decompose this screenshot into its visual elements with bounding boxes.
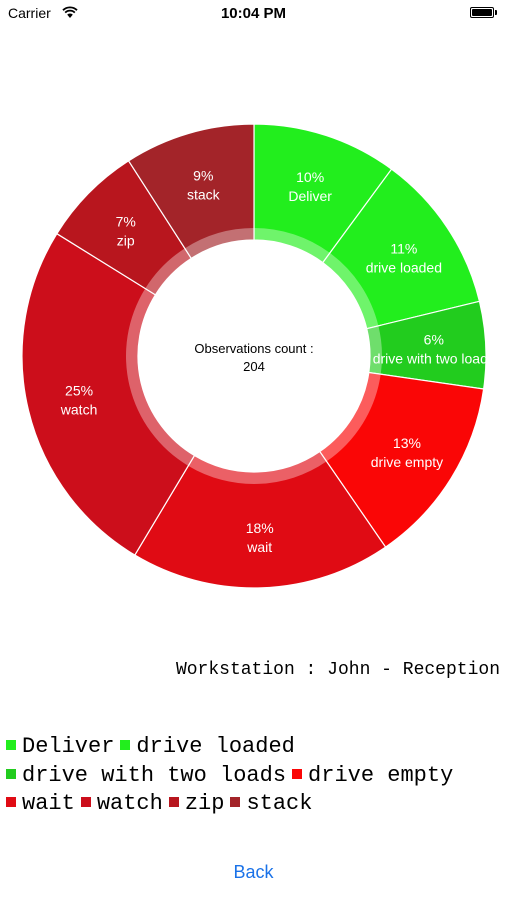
legend-item: drive loaded — [120, 733, 295, 762]
slice-label-drive-empty: drive empty — [371, 454, 443, 470]
chart-legend: Deliver drive loaded drive with two loads d… — [6, 733, 486, 819]
legend-swatch — [168, 797, 179, 807]
legend-item: Deliver — [6, 733, 114, 762]
slice-label-drive-with-two-loads: drive with two loads — [373, 350, 495, 366]
slice-percent-drive-loaded: 11% — [390, 240, 417, 256]
battery-icon — [470, 7, 494, 18]
workstation-label: Workstation : John - Reception — [175, 660, 500, 680]
slice-percent-Deliver: 10% — [296, 169, 324, 185]
slice-label-Deliver: Deliver — [288, 188, 332, 204]
legend-item: stack — [230, 790, 312, 819]
carrier-label: Carrier — [8, 5, 51, 21]
status-time: 10:04 PM — [220, 5, 287, 22]
inner-ring — [125, 228, 382, 484]
back-button[interactable]: Back — [233, 862, 274, 882]
wifi-icon — [62, 6, 78, 18]
slice-percent-stack: 9% — [193, 167, 213, 183]
legend-item: watch — [80, 790, 163, 819]
slice-label-zip: zip — [117, 233, 135, 249]
legend-item: drive with two loads — [6, 762, 286, 791]
legend-label: wait — [22, 791, 75, 816]
inner-ring-watch — [125, 288, 195, 466]
inner-ring-Deliver — [254, 228, 330, 263]
donut-chart: 10% Deliver 11% drive loaded 6% drive with tw… — [22, 124, 495, 588]
legend-label: drive loaded — [136, 734, 295, 759]
legend-swatch — [6, 797, 16, 807]
inner-ring-wait — [188, 451, 327, 484]
donut-hole — [138, 240, 370, 472]
legend-swatch — [6, 740, 16, 750]
inner-ring-drive-empty — [319, 372, 381, 462]
legend-label: drive with two loads — [22, 762, 287, 788]
legend-swatch — [6, 768, 16, 779]
battery-tip — [495, 10, 497, 15]
slice-percent-drive-empty: 13% — [393, 435, 421, 451]
legend-label: zip — [184, 791, 225, 816]
legend-swatch — [120, 740, 131, 750]
center-value: 204 — [243, 359, 265, 374]
slice-percent-zip: 7% — [116, 214, 136, 230]
slice-percent-drive-with-two-loads: 6% — [424, 331, 444, 347]
inner-ring-drive-loaded — [322, 252, 379, 329]
slice-label-drive-loaded: drive loaded — [366, 259, 442, 275]
inner-ring-zip — [145, 248, 192, 295]
slice-percent-wait: 18% — [246, 520, 274, 536]
legend-label: watch — [96, 791, 163, 816]
legend-label: stack — [246, 791, 313, 816]
center-title: Observations count : — [194, 341, 313, 356]
status-bar: Carrier 10:04 PM — [0, 0, 507, 28]
chart-slice-labels: 10% Deliver 11% drive loaded 6% drive with tw… — [60, 167, 495, 555]
slice-label-stack: stack — [187, 186, 221, 202]
inner-ring-drive-with-two-loads — [366, 325, 382, 375]
legend-item: wait — [6, 790, 75, 819]
inner-ring-stack — [184, 228, 254, 259]
slice-label-watch: watch — [60, 401, 98, 417]
legend-label: Deliver — [22, 734, 115, 759]
legend-swatch — [80, 797, 91, 807]
legend-swatch — [292, 768, 303, 779]
legend-swatch — [230, 797, 241, 807]
legend-item: drive empty — [292, 762, 453, 791]
slice-percent-watch: 25% — [65, 382, 93, 398]
legend-label: drive empty — [308, 762, 454, 788]
legend-item: zip — [168, 790, 225, 819]
slice-label-wait: wait — [246, 539, 272, 555]
